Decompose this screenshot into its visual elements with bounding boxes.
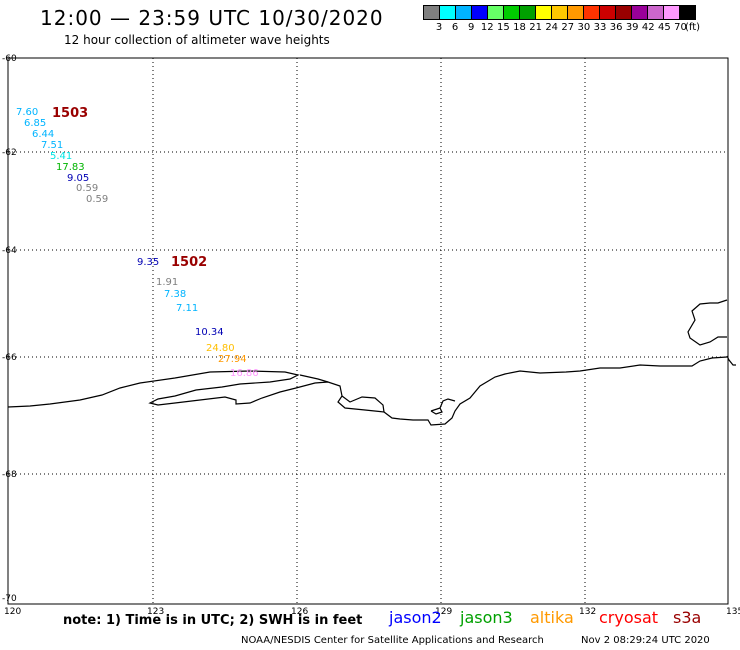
wave-height-value: 6.85 <box>24 118 46 129</box>
mission-altika: altika <box>530 608 574 627</box>
mission-s3a: s3a <box>673 608 702 627</box>
wave-height-value: 0.59 <box>76 183 98 194</box>
colorbar-tick-label: 21 <box>529 22 542 33</box>
colorbar-tick-label: 12 <box>480 22 494 33</box>
wave-height-value: 10.34 <box>195 327 224 338</box>
wave-height-value: 17.83 <box>56 162 85 173</box>
wave-height-value: 9.05 <box>67 173 89 184</box>
altimeter-tracks: 15037.606.856.447.515.4117.839.050.590.5… <box>16 106 259 379</box>
lat-tick-label: -66 <box>2 353 17 363</box>
colorbar-tick-label: 15 <box>497 22 510 33</box>
colorbar-tick-label: 9 <box>468 22 475 33</box>
colorbar-tick-label: 42 <box>641 22 655 33</box>
generation-timestamp: Nov 2 08:29:24 UTC 2020 <box>581 635 710 646</box>
colorbar-swatch <box>679 5 696 20</box>
lat-tick-label: -68 <box>2 470 17 480</box>
wave-height-colorbar <box>423 5 696 20</box>
track-id-label: 1502 <box>171 255 207 270</box>
colorbar-tick-label: 6 <box>451 22 459 33</box>
colorbar-tick-label: 45 <box>658 22 671 33</box>
colorbar-tick-label: 33 <box>593 22 607 33</box>
colorbar-tick-label: 24 <box>545 22 559 33</box>
coastline-inlet <box>299 374 456 415</box>
lat-tick-label: -64 <box>2 246 17 256</box>
map-title: 12:00 — 23:59 UTC 10/30/2020 <box>40 6 384 30</box>
wave-height-value: 0.59 <box>86 194 108 205</box>
colorbar-tick-label: 39 <box>625 22 639 33</box>
wave-height-value: 7.38 <box>164 289 186 300</box>
colorbar-unit: (ft) <box>684 22 701 33</box>
lat-tick-label: -62 <box>2 148 17 158</box>
colorbar-tick-label: 30 <box>577 22 591 33</box>
map-frame <box>7 57 729 605</box>
colorbar-tick-label: 70 <box>674 22 687 33</box>
wave-height-value: 6.44 <box>32 129 54 140</box>
coastline-east-edge <box>726 355 736 366</box>
mission-jason3: jason3 <box>460 608 513 627</box>
coastline-east <box>687 299 728 346</box>
lon-tick-label: 135 <box>726 607 740 617</box>
wave-height-value: 16.86 <box>230 368 259 379</box>
wave-height-value: 5.41 <box>50 151 72 162</box>
colorbar-tick-label: 36 <box>609 22 623 33</box>
wave-height-value: 9.35 <box>137 257 159 268</box>
credit-line: NOAA/NESDIS Center for Satellite Applica… <box>241 635 544 646</box>
lat-tick-label: -60 <box>2 54 17 64</box>
wave-height-value: 27.94 <box>218 354 247 365</box>
colorbar-tick-label: 27 <box>561 22 575 33</box>
colorbar-labels: 3 6 9 12 15 18 21 24 27 30 33 36 39 42 45 70 (ft) <box>423 22 740 34</box>
footnote: note: 1) Time is in UTC; 2) SWH is in fe… <box>63 613 363 628</box>
lon-tick-label: 132 <box>579 607 596 617</box>
lat-tick-label: -70 <box>2 594 17 604</box>
wave-height-value: 24.80 <box>206 343 235 354</box>
wave-height-value: 1.91 <box>156 277 178 288</box>
lon-tick-label: 126 <box>291 607 308 617</box>
coastline <box>7 356 728 426</box>
axis-ticks: 120 123 126 129 132 135 -60 -62 -64 -66 -68 -70 <box>2 54 740 617</box>
wave-height-value: 7.11 <box>176 303 198 314</box>
wave-height-value: 7.60 <box>16 107 38 118</box>
mission-jason2: jason2 <box>389 608 442 627</box>
lon-tick-label: 129 <box>435 607 452 617</box>
wave-height-value: 7.51 <box>41 140 63 151</box>
map-subtitle: 12 hour collection of altimeter wave hei… <box>64 33 330 47</box>
mission-cryosat: cryosat <box>599 608 659 627</box>
lon-tick-label: 120 <box>4 607 21 617</box>
colorbar-tick-label: 18 <box>513 22 526 33</box>
gridlines <box>8 58 728 604</box>
lon-tick-label: 123 <box>147 607 164 617</box>
track-id-label: 1503 <box>52 106 88 121</box>
colorbar-tick-label: 3 <box>435 22 443 33</box>
